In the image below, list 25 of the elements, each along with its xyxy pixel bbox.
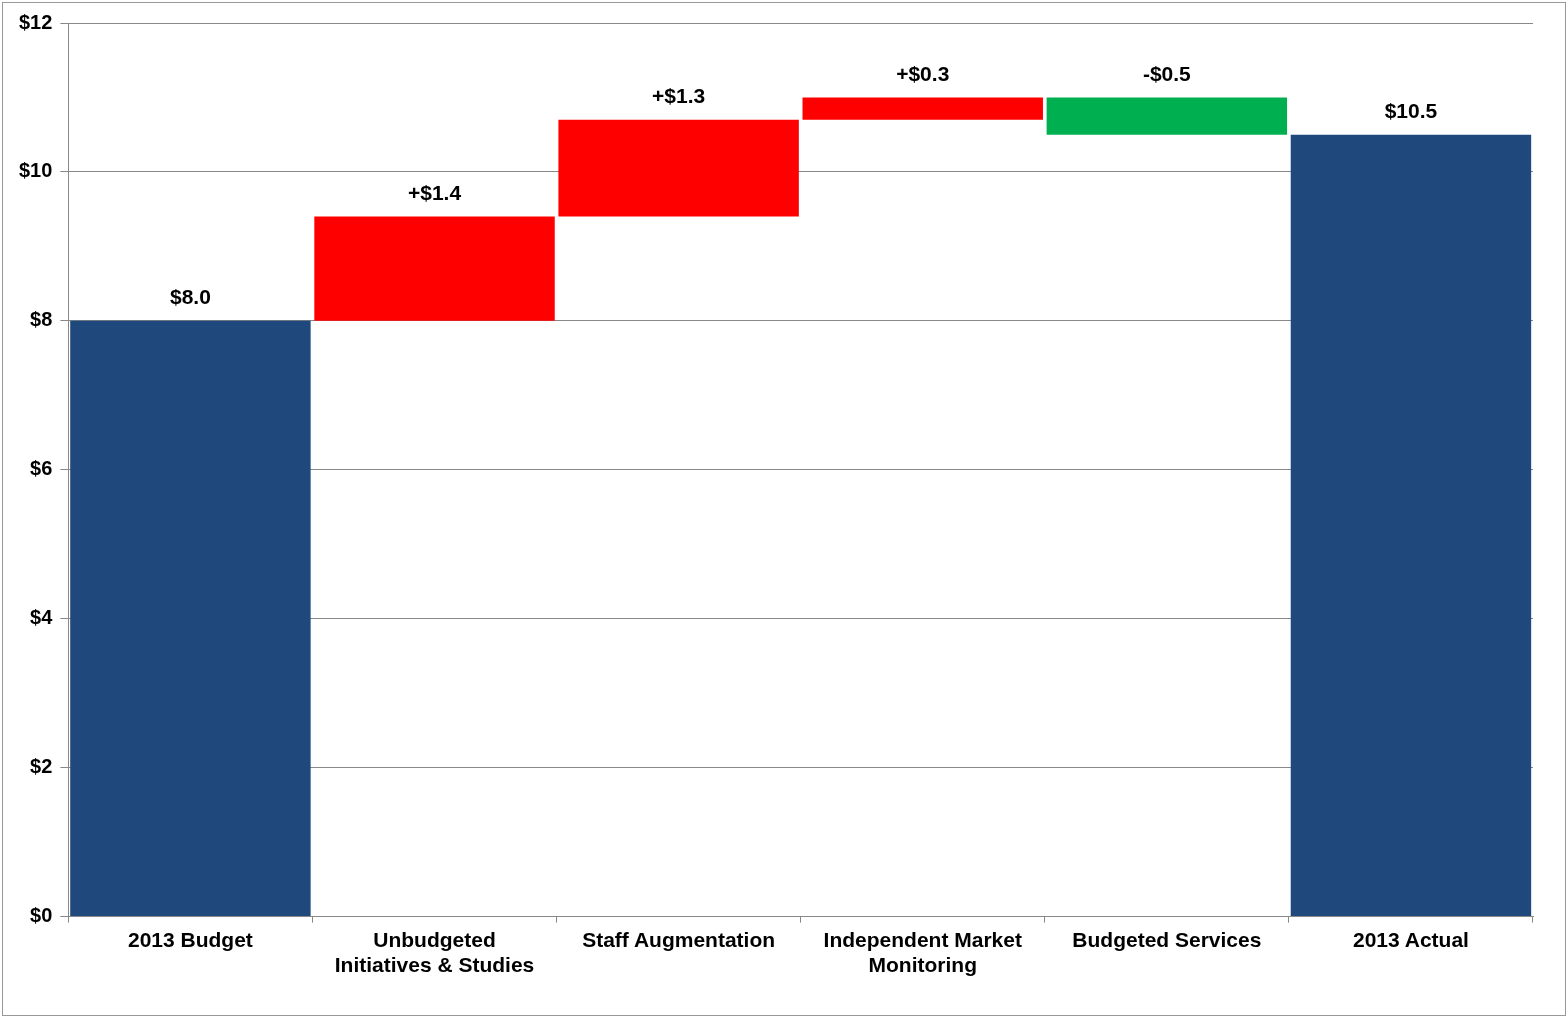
y-tick-label: $8 — [30, 308, 53, 331]
y-tick-label: $4 — [30, 606, 54, 629]
data-label: +$1.4 — [407, 180, 462, 204]
bar — [558, 119, 799, 217]
y-tick-label: $12 — [18, 10, 53, 33]
bar — [70, 320, 311, 917]
x-tick-label: 2013 Budget — [127, 928, 253, 951]
data-label: +$0.3 — [896, 61, 950, 85]
x-tick-label: Unbudgeted Initiatives & Studies — [334, 928, 535, 977]
x-tick-label: 2013 Actual — [1352, 928, 1469, 951]
bar — [314, 216, 555, 321]
bar — [1290, 134, 1532, 917]
x-tick-label: Independent Market Monitoring — [823, 928, 1022, 977]
bar — [802, 97, 1043, 120]
y-tick-label: $0 — [30, 904, 53, 927]
data-label: $8.0 — [169, 285, 211, 309]
y-tick-label: $2 — [30, 755, 53, 778]
bar — [1046, 97, 1288, 135]
data-label: +$1.3 — [652, 84, 706, 108]
data-label: $10.5 — [1384, 99, 1438, 122]
y-tick-label: $10 — [18, 159, 53, 182]
y-tick-label: $6 — [30, 457, 53, 480]
x-tick-label: Staff Augmentation — [582, 928, 776, 951]
data-label: -$0.5 — [1142, 61, 1192, 85]
x-tick-label: Budgeted Services — [1072, 928, 1262, 951]
